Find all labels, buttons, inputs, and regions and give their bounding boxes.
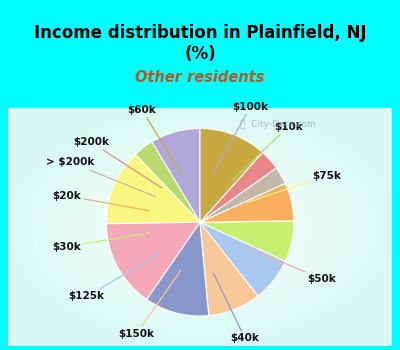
Wedge shape [200,222,285,296]
Wedge shape [200,221,294,261]
Text: $10k: $10k [231,122,302,181]
Wedge shape [200,168,285,222]
Wedge shape [106,154,200,224]
Text: $60k: $60k [128,105,182,174]
Wedge shape [106,222,200,300]
Text: $200k: $200k [73,137,162,188]
Text: $40k: $40k [213,272,260,343]
Text: $30k: $30k [52,233,150,252]
Text: Other residents: Other residents [135,70,265,84]
Text: $125k: $125k [68,254,160,301]
Text: > $200k: > $200k [46,157,155,196]
Text: $20k: $20k [52,191,150,211]
Text: (%): (%) [184,45,216,63]
Text: ⓘ  City-Data.com: ⓘ City-Data.com [240,120,316,129]
Text: $100k: $100k [214,102,268,173]
Wedge shape [200,128,262,222]
Text: Income distribution in Plainfield, NJ: Income distribution in Plainfield, NJ [34,24,366,42]
Wedge shape [200,152,276,222]
Wedge shape [200,183,294,222]
Wedge shape [147,222,209,316]
Text: $75k: $75k [248,171,341,202]
Wedge shape [200,222,258,316]
Text: $50k: $50k [246,247,336,284]
Text: $150k: $150k [119,270,181,339]
Wedge shape [152,128,200,222]
Wedge shape [135,142,200,222]
